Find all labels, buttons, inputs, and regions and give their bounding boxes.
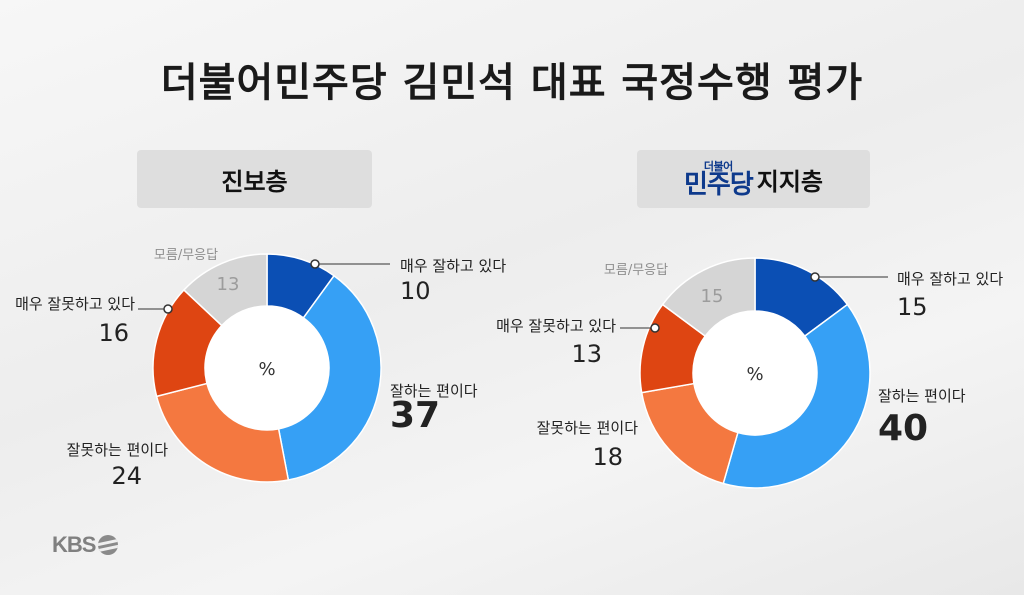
group-label-democratic-supporters: 더불어 민주당 지지층 xyxy=(637,150,870,208)
slice-value-no-answer: 13 xyxy=(217,274,240,295)
slice-value-bad: 24 xyxy=(111,462,142,490)
slice-label-no-answer: 모름/무응답 xyxy=(154,248,218,263)
group-label-text: 지지층 xyxy=(756,167,823,196)
slice-label-good: 잘하는 편이다 xyxy=(878,387,966,405)
logo-main-text: 민주당 xyxy=(683,169,754,200)
leader-dot xyxy=(163,304,173,314)
leader-dot xyxy=(650,323,660,333)
slice-value-good: 40 xyxy=(878,408,928,449)
slice-label-very-bad: 매우 잘못하고 있다 xyxy=(15,295,135,313)
slice-value-very-bad: 13 xyxy=(571,340,602,368)
donut-chart-2: % 매우 잘하고 있다 15 잘하는 편이다 40 잘못하는 편이다 18 매우 잘못하고 있… xyxy=(496,257,1003,489)
slice-label-very-good: 매우 잘하고 있다 xyxy=(400,257,506,275)
leader-dot xyxy=(310,259,320,269)
slice-label-very-good: 매우 잘하고 있다 xyxy=(897,270,1003,288)
center-unit-label: % xyxy=(258,359,275,380)
slice-value-very-good: 15 xyxy=(897,293,928,321)
logo-small-text: 더불어 xyxy=(703,159,733,173)
slice-label-very-bad: 매우 잘못하고 있다 xyxy=(496,317,616,335)
slice-label-no-answer: 모름/무응답 xyxy=(604,263,668,278)
donut-hole xyxy=(205,306,329,430)
democratic-party-logo: 더불어 민주당 xyxy=(683,159,754,200)
center-unit-label: % xyxy=(746,364,763,385)
slice-value-good: 37 xyxy=(390,395,440,436)
slice-label-good: 잘하는 편이다 xyxy=(390,382,478,400)
brand-text: KBS xyxy=(52,532,96,557)
slice-value-very-bad: 16 xyxy=(98,319,129,347)
chart-title: 더불어민주당 김민석 대표 국정수행 평가 xyxy=(160,60,864,106)
donut-hole xyxy=(693,311,817,435)
slice-value-bad: 18 xyxy=(592,443,623,471)
group-label-text: 진보층 xyxy=(221,167,288,196)
slice-label-bad: 잘못하는 편이다 xyxy=(537,419,639,437)
kbs-globe-icon xyxy=(98,535,119,555)
slice-label-bad: 잘못하는 편이다 xyxy=(67,441,169,459)
kbs-logo: KBS xyxy=(52,532,119,558)
slice-value-very-good: 10 xyxy=(400,277,431,305)
leader-dot xyxy=(810,272,820,282)
slice-value-no-answer: 15 xyxy=(701,286,724,307)
group-label-progressive: 진보층 xyxy=(137,150,372,208)
